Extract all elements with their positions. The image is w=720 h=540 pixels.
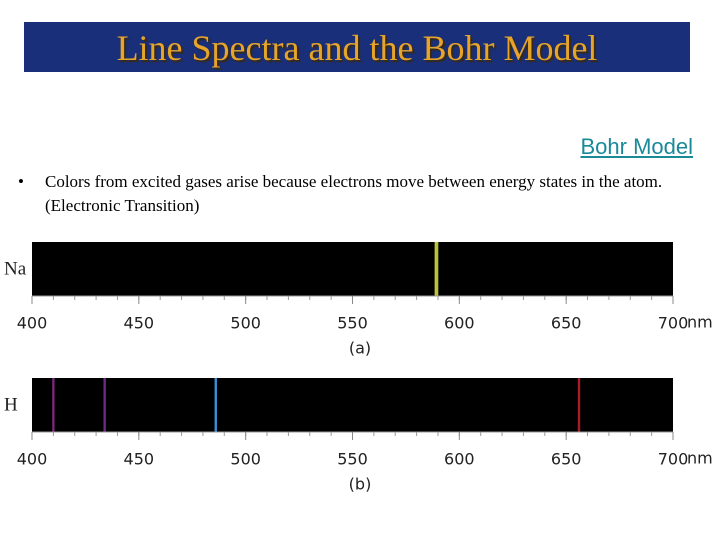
emission-line <box>52 378 55 432</box>
unit-label: nm <box>687 449 713 468</box>
emission-line <box>214 378 217 432</box>
unit-label: nm <box>687 313 713 332</box>
bullet-marker: • <box>18 172 24 191</box>
tick-label: 600 <box>444 450 475 469</box>
tick-label: 650 <box>551 450 582 469</box>
tick-label: 500 <box>230 314 261 333</box>
tick-label: 500 <box>230 450 261 469</box>
link[interactable]: Bohr Model <box>580 134 693 159</box>
tick-label: 600 <box>444 314 475 333</box>
tick-label: 400 <box>17 450 48 469</box>
tick-label: 650 <box>551 314 582 333</box>
emission-line <box>434 242 438 296</box>
title-bar: Line Spectra and the Bohr Model <box>24 22 690 72</box>
tick-label: 550 <box>337 314 368 333</box>
tick-label: 450 <box>124 314 155 333</box>
tick-label: 700 <box>658 314 689 333</box>
caption: (a) <box>349 339 371 358</box>
caption: (b) <box>349 475 372 494</box>
tick-label: 450 <box>124 450 155 469</box>
spectrum-background <box>32 378 673 432</box>
bullet: • Colors from excited gases arise becaus… <box>18 170 708 218</box>
title: Line Spectra and the Bohr Model <box>116 28 598 68</box>
emission-line <box>435 242 439 296</box>
emission-line <box>577 378 581 432</box>
element-label: H <box>4 394 18 415</box>
tick-label: 400 <box>17 314 48 333</box>
spectrum-background <box>32 242 673 296</box>
emission-line <box>103 378 106 432</box>
tick-label: 700 <box>658 450 689 469</box>
bullet-text: Colors from excited gases arise because … <box>45 172 663 215</box>
tick-label: 550 <box>337 450 368 469</box>
element-label: Na <box>4 258 27 279</box>
